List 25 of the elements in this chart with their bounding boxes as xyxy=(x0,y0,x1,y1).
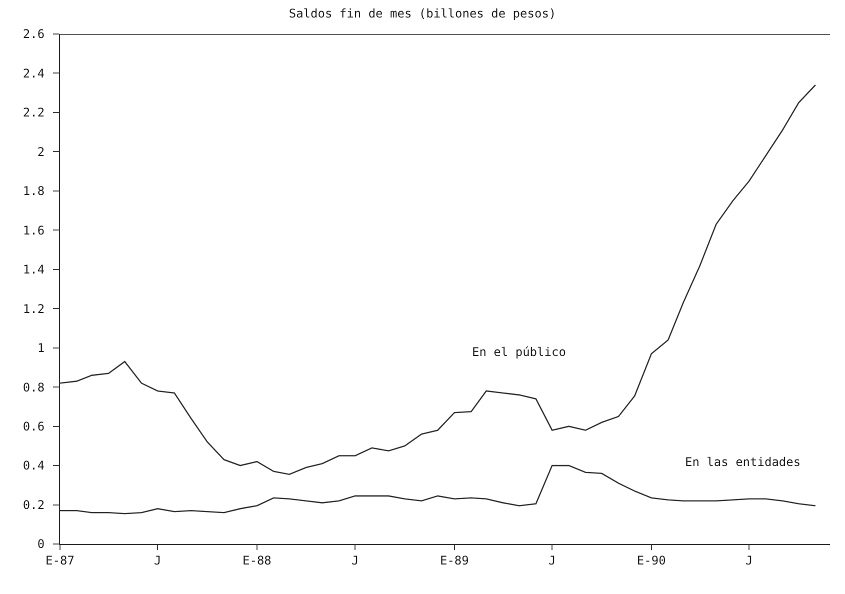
y-tick-label: 2.6 xyxy=(22,27,45,42)
x-tick-label: J xyxy=(154,553,162,568)
x-tick-label: J xyxy=(352,553,359,568)
x-tick-label: E-87 xyxy=(46,553,74,568)
y-tick-label: 0.6 xyxy=(22,420,45,434)
x-tick-label: E-89 xyxy=(440,553,469,568)
y-tick-label: 1.2 xyxy=(22,302,45,316)
y-tick-label: 1.8 xyxy=(22,184,45,198)
y-tick-label: 0 xyxy=(37,537,45,552)
y-tick-label: 1.6 xyxy=(22,223,45,238)
x-tick-label: E-90 xyxy=(636,553,666,568)
y-tick-label: 0.4 xyxy=(22,458,45,473)
y-tick-label: 0.2 xyxy=(22,498,45,512)
y-tick-label: 0.8 xyxy=(22,380,45,394)
text: En las entidades xyxy=(685,455,801,469)
y-tick-label: 2.4 xyxy=(22,66,45,80)
y-tick-label: 1 xyxy=(37,341,45,356)
y-tick-label: 2 xyxy=(37,144,45,159)
y-tick-label: 1.4 xyxy=(22,262,45,277)
x-tick-label: E-88 xyxy=(242,553,272,568)
chart-title: Saldos fin de mes (billones de pesos) xyxy=(288,6,556,20)
x-tick-label: J xyxy=(745,553,753,568)
x-tick-label: J xyxy=(548,553,556,568)
y-tick-label: 2.2 xyxy=(22,106,45,120)
text: En el público xyxy=(472,345,566,359)
